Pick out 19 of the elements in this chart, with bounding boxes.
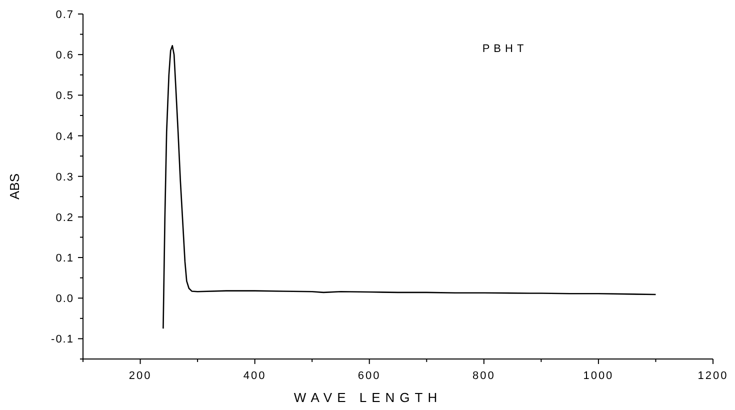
y-tick-label: 0.3 xyxy=(56,171,74,184)
y-tick-label: -0.1 xyxy=(51,334,74,346)
y-tick-label: 0.5 xyxy=(56,90,74,102)
x-axis-title: WAVE LENGTH xyxy=(294,390,442,405)
x-tick-label: 800 xyxy=(472,370,496,382)
y-tick-label: 0.1 xyxy=(56,252,74,265)
y-axis-title: ABS xyxy=(7,173,22,200)
x-tick-label: 200 xyxy=(128,370,152,382)
x-tick-label: 400 xyxy=(243,370,266,382)
x-tick-label: 1200 xyxy=(698,370,728,382)
y-tick-label: 0.6 xyxy=(56,50,74,62)
y-tick-label: 0.2 xyxy=(56,212,74,224)
x-tick-label: 600 xyxy=(358,370,381,382)
y-tick-label: 0.0 xyxy=(56,293,74,306)
line-series xyxy=(162,45,656,330)
annotation: PBHT xyxy=(482,43,528,55)
x-tick-label: 1000 xyxy=(583,370,614,382)
y-tick-label: 0.4 xyxy=(56,130,74,143)
y-tick-label: 0.7 xyxy=(56,9,74,21)
